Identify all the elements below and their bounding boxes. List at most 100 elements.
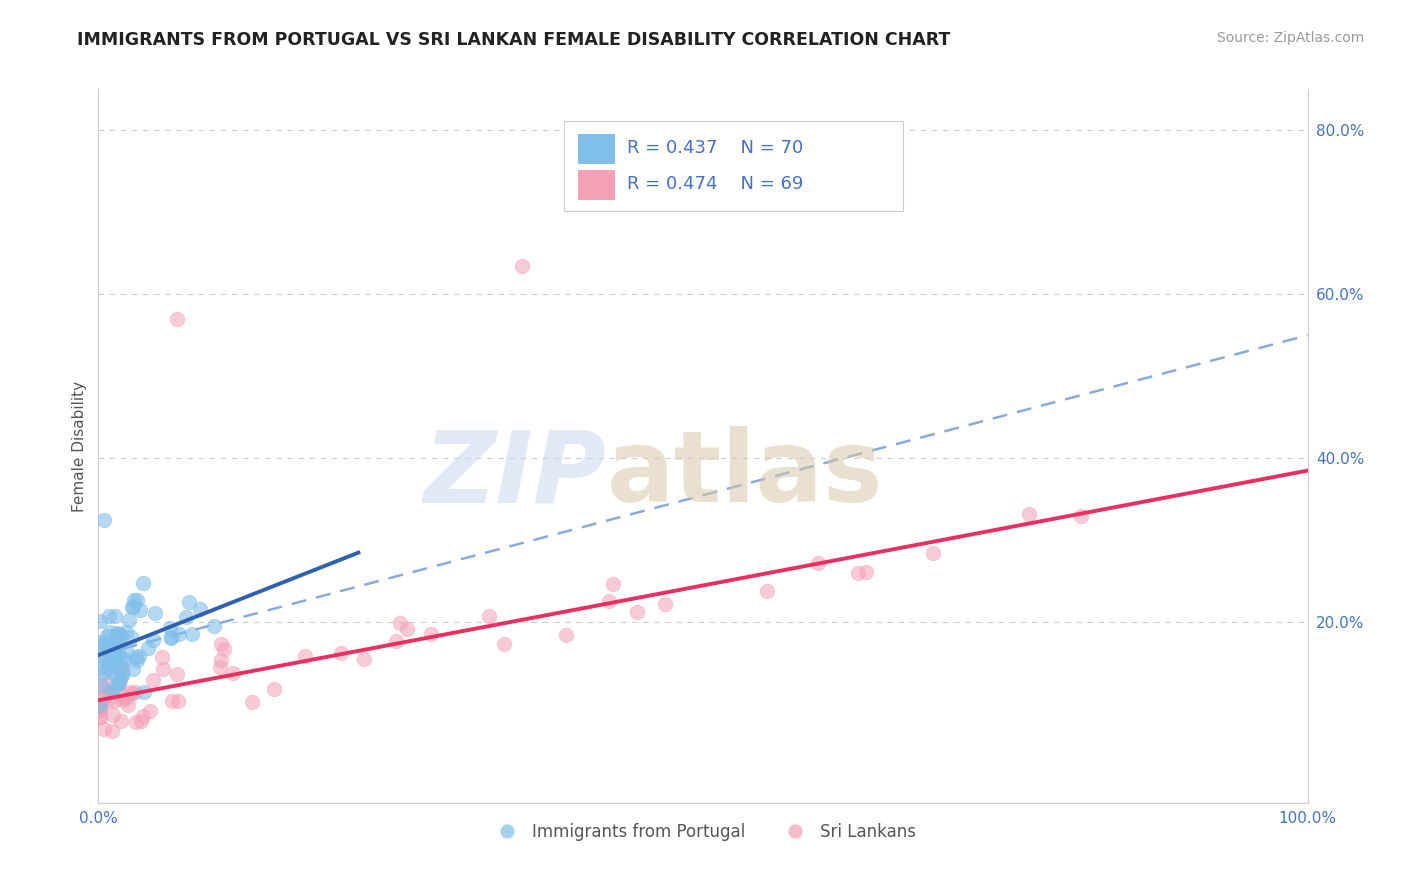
Point [138, 704, 160, 718]
Point [89, 614, 111, 628]
Legend: Immigrants from Portugal, Sri Lankans: Immigrants from Portugal, Sri Lankans [484, 817, 922, 848]
Point [166, 694, 188, 708]
Point [103, 608, 125, 623]
Point [152, 662, 174, 676]
Point [654, 597, 676, 611]
Point [89, 694, 111, 708]
Point [159, 622, 181, 636]
Point [96, 629, 118, 643]
Point [97, 657, 120, 671]
Point [160, 631, 183, 645]
Point [181, 627, 204, 641]
Point [1018, 507, 1040, 521]
Point [150, 650, 173, 665]
Point [105, 626, 128, 640]
Point [89, 702, 111, 716]
Point [330, 646, 353, 660]
Point [121, 600, 143, 615]
Point [110, 661, 132, 675]
Point [91, 666, 114, 681]
Point [89, 703, 111, 717]
Point [131, 576, 153, 591]
Point [419, 627, 441, 641]
Point [160, 631, 183, 645]
Point [103, 694, 125, 708]
Point [120, 685, 142, 699]
Point [125, 653, 148, 667]
Point [94, 640, 117, 655]
Point [97, 661, 120, 675]
Point [112, 690, 135, 705]
Point [107, 627, 129, 641]
Point [107, 638, 129, 652]
Point [124, 685, 146, 699]
Point [209, 660, 232, 674]
Point [598, 593, 620, 607]
Point [93, 667, 115, 681]
Point [94, 677, 117, 691]
Point [90, 679, 112, 693]
Point [89, 635, 111, 649]
Point [89, 698, 111, 713]
Text: Source: ZipAtlas.com: Source: ZipAtlas.com [1216, 31, 1364, 45]
Point [209, 637, 232, 651]
Point [105, 632, 128, 647]
Point [240, 695, 263, 709]
Bar [578, 134, 614, 164]
Point [90, 661, 112, 675]
Point [104, 654, 127, 668]
Point [755, 584, 778, 599]
Point [110, 652, 132, 666]
Point [125, 714, 148, 729]
Point [145, 606, 167, 620]
Point [111, 667, 134, 681]
Point [89, 680, 111, 694]
Point [1070, 509, 1092, 524]
Point [89, 698, 111, 713]
Point [395, 622, 418, 636]
Point [807, 556, 830, 570]
Point [111, 662, 134, 676]
Point [169, 627, 191, 641]
Point [101, 685, 124, 699]
Point [177, 595, 200, 609]
Point [101, 644, 124, 658]
Point [855, 565, 877, 579]
Bar [578, 169, 614, 200]
Point [602, 577, 624, 591]
Point [104, 648, 127, 663]
Point [107, 647, 129, 661]
Point [115, 691, 138, 706]
Point [93, 513, 115, 527]
Point [129, 714, 152, 729]
Point [89, 710, 111, 724]
Point [101, 665, 124, 679]
Point [110, 629, 132, 643]
Point [93, 722, 115, 736]
Point [97, 609, 120, 624]
Point [385, 633, 408, 648]
Point [94, 635, 117, 649]
Point [115, 624, 138, 639]
Point [97, 684, 120, 698]
Point [101, 707, 124, 722]
Point [98, 645, 121, 659]
Point [101, 648, 124, 662]
Point [90, 650, 112, 665]
Text: R = 0.437    N = 70: R = 0.437 N = 70 [627, 139, 803, 157]
Point [134, 685, 156, 699]
Point [129, 602, 152, 616]
Point [128, 648, 150, 663]
Point [188, 601, 211, 615]
Point [124, 593, 146, 607]
Point [118, 613, 141, 627]
Point [108, 673, 131, 687]
Point [108, 627, 131, 641]
Point [114, 644, 136, 658]
Point [166, 311, 188, 326]
Point [97, 686, 120, 700]
Point [174, 610, 197, 624]
Point [104, 679, 127, 693]
Point [209, 653, 232, 667]
Point [94, 690, 117, 704]
